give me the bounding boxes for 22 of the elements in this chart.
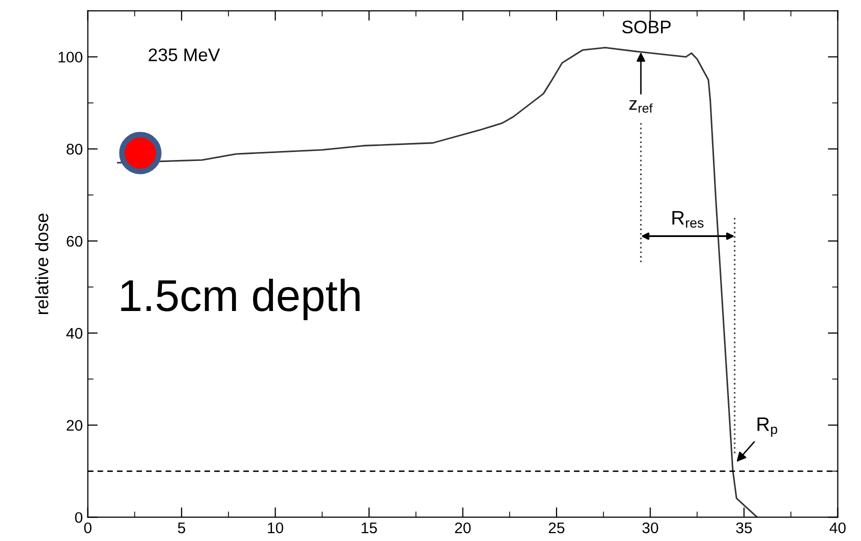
x-tick-label: 10 <box>268 522 284 534</box>
y-tick-label: 60 <box>66 236 82 247</box>
annotation: z$_{ref}$ <box>629 100 653 113</box>
x-tick-label: 40 <box>830 522 846 534</box>
y-axis-title: relative dose <box>35 214 48 314</box>
x-tick-label: 5 <box>178 522 186 534</box>
y-tick-label: 40 <box>66 328 82 339</box>
x-tick-label: 35 <box>736 522 752 534</box>
annotation: R$_{p}$ <box>758 418 778 437</box>
x-tick-label: 30 <box>642 522 658 534</box>
x-tick-label: 25 <box>548 522 564 534</box>
y-tick-label: 0 <box>75 512 82 523</box>
annotation: SOBP <box>622 20 671 34</box>
annotation: 1.5cm depth <box>121 278 360 320</box>
annotation: 235 MeV <box>148 48 220 62</box>
x-tick-label: 20 <box>455 522 471 534</box>
y-tick-label: 100 <box>58 52 82 63</box>
y-tick-label: 80 <box>66 144 82 155</box>
y-tick-label: 20 <box>66 420 82 431</box>
x-tick-label: 0 <box>84 522 92 534</box>
x-tick-label: 15 <box>362 522 377 534</box>
annotation: R$_{res}$ <box>672 211 704 228</box>
